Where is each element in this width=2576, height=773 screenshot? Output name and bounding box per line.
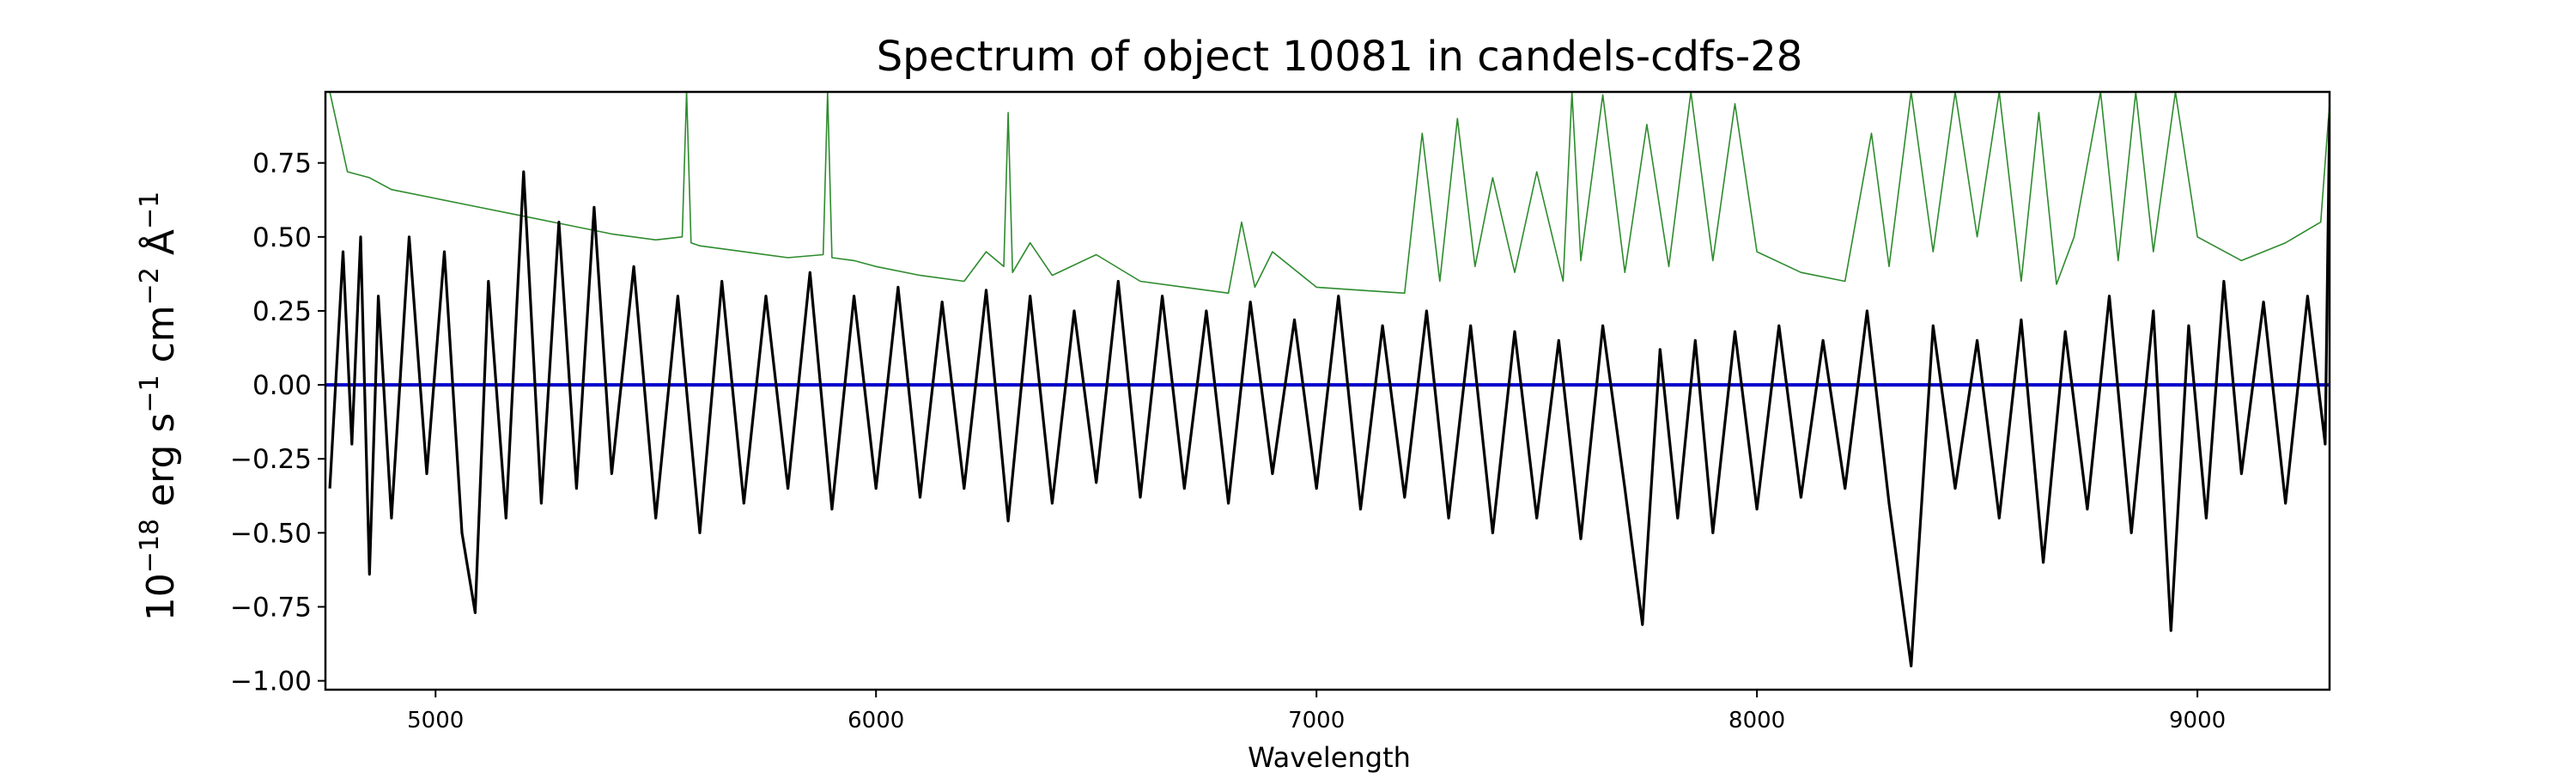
y-axis-label-unit1: erg s	[139, 413, 183, 519]
y-axis-label-exp4: −1	[135, 192, 165, 229]
flux-series-line	[328, 118, 2330, 668]
y-axis-label: 10−18 erg s−1 cm−2 Å−1	[135, 192, 183, 621]
series-layer	[325, 92, 2330, 668]
x-tick-label: 7000	[1288, 708, 1345, 733]
x-tick-label: 6000	[848, 708, 904, 733]
y-tick-label: −1.00	[230, 666, 312, 697]
y-tick-label: −0.75	[230, 593, 312, 624]
x-tick-label: 8000	[1728, 708, 1785, 733]
y-axis-label-exp2: −1	[135, 374, 165, 412]
y-tick-label: 0.00	[252, 370, 312, 401]
ticks-layer: −1.00 −0.75 −0.50 −0.25 0.00 0.25 0.50 0.75 5000…	[230, 149, 2226, 733]
y-axis-label-unit3: Å	[137, 229, 183, 267]
y-axis-label-exp1: −18	[135, 519, 165, 573]
y-tick-label: 0.75	[252, 149, 312, 180]
error-series-line	[329, 92, 2330, 295]
y-axis-label-unit2: cm	[139, 305, 183, 374]
x-tick-label: 9000	[2169, 708, 2226, 733]
y-tick-label: −0.50	[230, 518, 312, 549]
y-tick-label: 0.50	[252, 222, 312, 253]
y-tick-label: 0.25	[252, 296, 312, 327]
x-axis-label: Wavelength	[1248, 741, 1411, 773]
y-axis-label-exp3: −2	[135, 267, 165, 305]
chart-title: Spectrum of object 10081 in candels-cdfs…	[877, 33, 1803, 81]
y-tick-label: −0.25	[230, 444, 312, 475]
plot-frame	[324, 90, 2331, 691]
y-axis-label-base: 10	[139, 573, 183, 621]
x-tick-label: 5000	[407, 708, 464, 733]
